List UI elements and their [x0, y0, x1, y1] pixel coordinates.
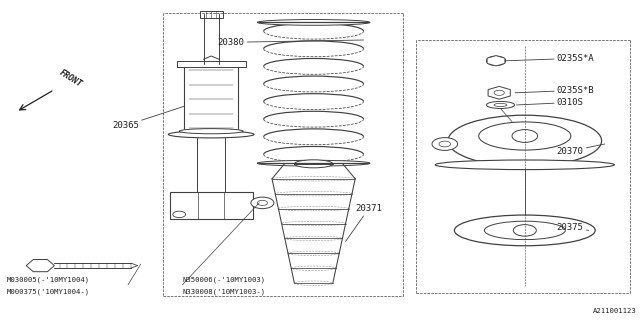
Circle shape — [494, 90, 504, 95]
Ellipse shape — [168, 131, 254, 138]
Ellipse shape — [257, 160, 370, 166]
Circle shape — [439, 141, 451, 147]
Text: N350006(-'10MY1003): N350006(-'10MY1003) — [182, 276, 266, 283]
Circle shape — [492, 59, 500, 63]
Text: 0235S*B: 0235S*B — [515, 86, 595, 95]
Circle shape — [513, 225, 536, 236]
Bar — [184, 64, 238, 134]
FancyBboxPatch shape — [200, 11, 223, 18]
Ellipse shape — [294, 160, 333, 168]
Text: FRONT: FRONT — [58, 68, 84, 89]
Ellipse shape — [435, 160, 614, 170]
FancyBboxPatch shape — [170, 192, 253, 219]
Polygon shape — [26, 260, 54, 272]
Ellipse shape — [486, 101, 515, 108]
Text: 0235S*A: 0235S*A — [506, 54, 595, 63]
Circle shape — [432, 138, 458, 150]
Polygon shape — [488, 86, 510, 99]
Polygon shape — [487, 56, 505, 66]
Bar — [177, 61, 246, 67]
Text: A211001123: A211001123 — [593, 308, 637, 314]
Circle shape — [486, 56, 506, 66]
Ellipse shape — [179, 129, 243, 134]
Ellipse shape — [454, 215, 595, 246]
Circle shape — [173, 211, 186, 218]
Text: M030005(-'10MY1004): M030005(-'10MY1004) — [6, 276, 90, 283]
Ellipse shape — [494, 103, 507, 107]
Text: M000375('10MY1004-): M000375('10MY1004-) — [6, 289, 90, 295]
Text: 20365: 20365 — [112, 106, 184, 130]
Text: 0310S: 0310S — [516, 98, 584, 107]
Text: 20375: 20375 — [557, 223, 589, 232]
Ellipse shape — [448, 115, 602, 166]
Text: 20370: 20370 — [557, 144, 605, 156]
Ellipse shape — [484, 221, 565, 240]
Circle shape — [512, 130, 538, 142]
Ellipse shape — [257, 20, 370, 25]
Circle shape — [257, 200, 268, 205]
Text: 20371: 20371 — [346, 204, 382, 241]
Text: N330008('10MY1003-): N330008('10MY1003-) — [182, 289, 266, 295]
Circle shape — [251, 197, 274, 209]
Ellipse shape — [479, 122, 571, 150]
Text: 20380: 20380 — [218, 38, 364, 47]
